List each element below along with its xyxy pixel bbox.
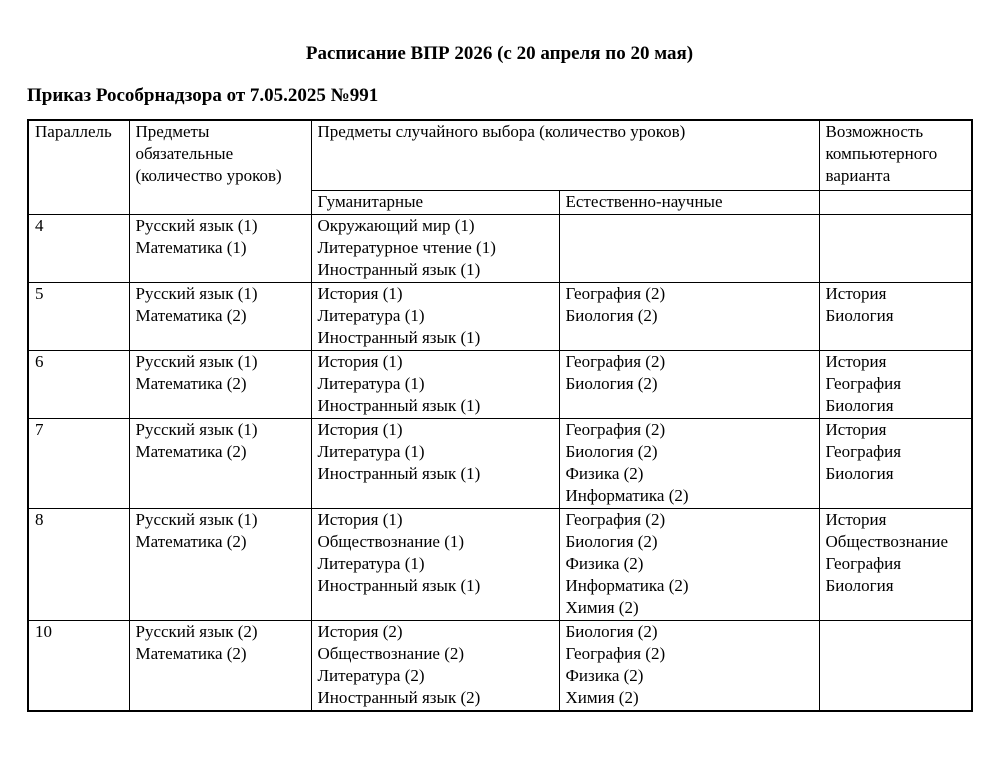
cell-mandatory: Русский язык (1) Математика (2)	[128, 418, 312, 509]
cell-humanities: История (1) Литература (1) Иностранный я…	[310, 350, 560, 419]
cell-natural-science	[558, 214, 820, 283]
cell-humanities: Окружающий мир (1) Литературное чтение (…	[310, 214, 560, 283]
table-row-grade-5: 5 Русский язык (1) Математика (2) Истори…	[27, 282, 973, 351]
cell-natural-science: География (2) Биология (2)	[558, 350, 820, 419]
cell-parallel: 8	[27, 508, 130, 621]
cell-natural-science: Биология (2) География (2) Физика (2) Хи…	[558, 620, 820, 712]
table-row-grade-6: 6 Русский язык (1) Математика (2) Истори…	[27, 350, 973, 419]
cell-mandatory: Русский язык (1) Математика (2)	[128, 350, 312, 419]
header-computer-option: Возможность компьютерного варианта	[818, 119, 973, 191]
cell-parallel: 7	[27, 418, 130, 509]
document-page: { "page": { "title": "Расписание ВПР 202…	[0, 42, 999, 763]
cell-natural-science: География (2) Биология (2) Физика (2) Ин…	[558, 418, 820, 509]
cell-parallel: 4	[27, 214, 130, 283]
cell-mandatory: Русский язык (2) Математика (2)	[128, 620, 312, 712]
header-parallel: Параллель	[27, 119, 130, 215]
cell-mandatory: Русский язык (1) Математика (1)	[128, 214, 312, 283]
cell-computer-option: История География Биология	[818, 418, 973, 509]
cell-computer-option: История Обществознание География Биологи…	[818, 508, 973, 621]
header-humanities: Гуманитарные	[310, 190, 560, 215]
table-header-row-1: Параллель Предметы обязательные (количес…	[27, 119, 973, 215]
cell-parallel: 5	[27, 282, 130, 351]
table-row-grade-10: 10 Русский язык (2) Математика (2) Истор…	[27, 620, 973, 712]
cell-computer-option	[818, 214, 973, 283]
table-header-row-2: Гуманитарные Естественно-научные	[28, 190, 973, 215]
header-computer-option-sub	[818, 190, 973, 215]
cell-humanities: История (1) Литература (1) Иностранный я…	[310, 418, 560, 509]
schedule-table: Параллель Предметы обязательные (количес…	[27, 119, 974, 712]
cell-parallel: 10	[27, 620, 130, 712]
table-row-grade-4: 4 Русский язык (1) Математика (1) Окружа…	[27, 214, 973, 283]
page-subtitle: Приказ Рособрнадзора от 7.05.2025 №991	[27, 85, 379, 106]
cell-humanities: История (2) Обществознание (2) Литератур…	[310, 620, 560, 712]
cell-parallel: 6	[27, 350, 130, 419]
cell-computer-option: История Биология	[818, 282, 973, 351]
cell-humanities: История (1) Обществознание (1) Литератур…	[310, 508, 560, 621]
cell-computer-option	[818, 620, 973, 712]
header-random-choice-subjects: Предметы случайного выбора (количество у…	[310, 119, 820, 191]
table-row-grade-7: 7 Русский язык (1) Математика (2) Истори…	[27, 418, 973, 509]
cell-mandatory: Русский язык (1) Математика (2)	[128, 282, 312, 351]
header-mandatory-subjects: Предметы обязательные (количество уроков…	[128, 119, 312, 215]
cell-natural-science: География (2) Биология (2) Физика (2) Ин…	[558, 508, 820, 621]
page-title: Расписание ВПР 2026 (с 20 апреля по 20 м…	[305, 43, 694, 64]
cell-mandatory: Русский язык (1) Математика (2)	[128, 508, 312, 621]
cell-natural-science: География (2) Биология (2)	[558, 282, 820, 351]
table-row-grade-8: 8 Русский язык (1) Математика (2) Истори…	[27, 508, 973, 621]
header-natural-science: Естественно-научные	[558, 190, 820, 215]
cell-humanities: История (1) Литература (1) Иностранный я…	[310, 282, 560, 351]
cell-computer-option: История География Биология	[818, 350, 973, 419]
